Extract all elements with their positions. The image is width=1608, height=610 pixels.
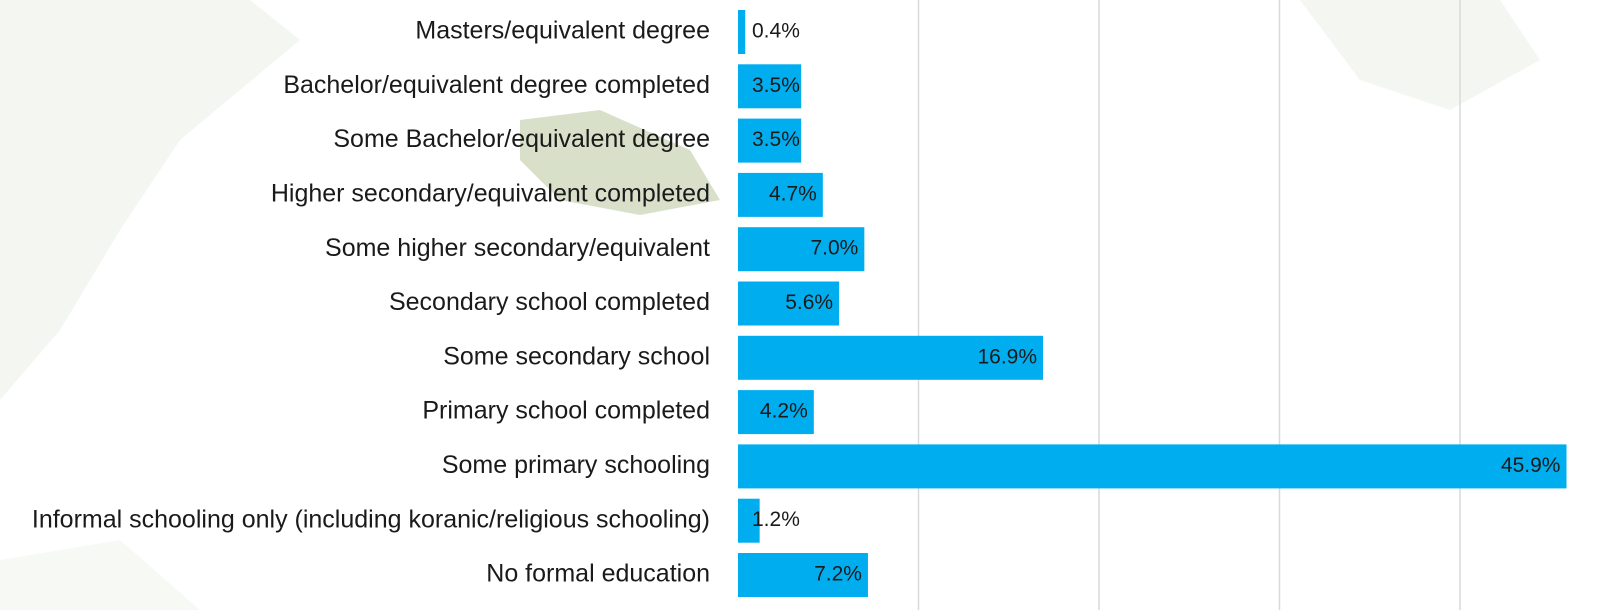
- category-label: Higher secondary/equivalent completed: [271, 180, 710, 208]
- bar: [738, 172, 823, 217]
- value-label: 7.2%: [814, 563, 862, 586]
- value-label: 16.9%: [977, 345, 1037, 368]
- category-label: Some Bachelor/equivalent degree: [333, 125, 710, 153]
- bar: [738, 498, 760, 543]
- category-label: Masters/equivalent degree: [415, 17, 710, 45]
- category-label: Some primary schooling: [442, 451, 710, 479]
- bar: [738, 390, 814, 435]
- bar: [738, 281, 840, 326]
- bar: [738, 227, 865, 272]
- bar: [738, 118, 802, 163]
- category-label: Some secondary school: [443, 342, 710, 370]
- value-label: 45.9%: [1501, 454, 1561, 477]
- value-label: 5.6%: [785, 291, 833, 314]
- category-label: Bachelor/equivalent degree completed: [283, 71, 710, 99]
- value-label: 7.0%: [810, 237, 858, 260]
- category-label: Some higher secondary/equivalent: [325, 234, 710, 262]
- bar: [738, 553, 868, 597]
- category-label: Informal schooling only (including koran…: [32, 505, 710, 533]
- value-label: 1.2%: [752, 508, 800, 531]
- category-label: Primary school completed: [422, 397, 710, 425]
- value-label: 4.2%: [760, 400, 808, 423]
- value-label: 4.7%: [769, 182, 817, 205]
- bar: [738, 335, 1044, 380]
- category-label: No formal education: [486, 560, 710, 588]
- bar: [738, 64, 802, 109]
- bar: [738, 444, 1567, 489]
- background-map: [0, 0, 1540, 610]
- category-label: Secondary school completed: [389, 288, 710, 316]
- value-label: 3.5%: [752, 128, 800, 151]
- bar: [738, 10, 746, 54]
- value-label: 3.5%: [752, 74, 800, 97]
- value-label: 0.4%: [752, 20, 800, 43]
